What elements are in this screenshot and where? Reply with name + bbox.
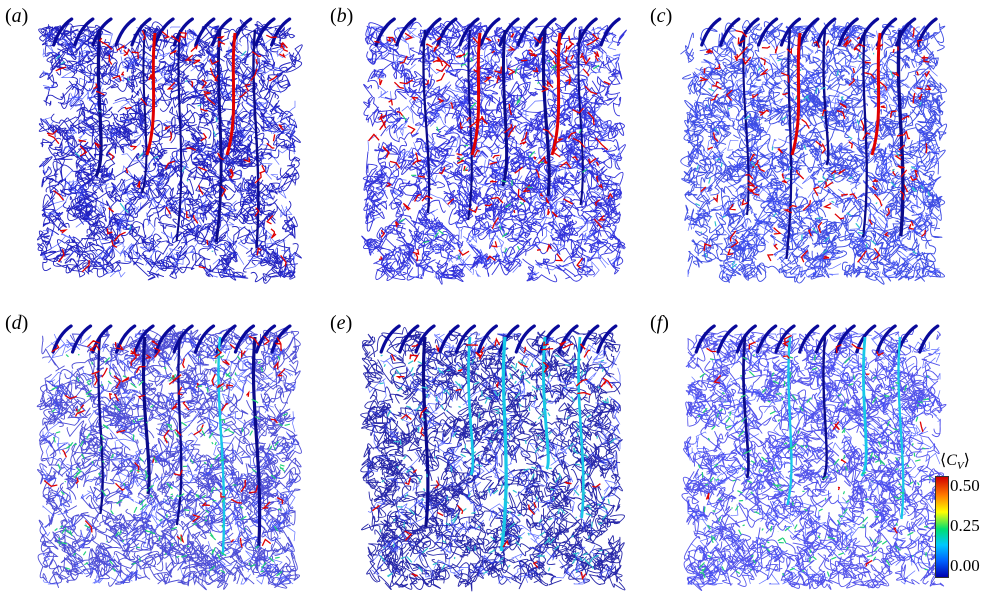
colorbar-title: ⟨CV⟩ — [940, 452, 970, 473]
penetrating-vessel — [252, 29, 260, 249]
penetrating-vessel — [141, 336, 151, 495]
penetrating-vessel — [896, 29, 905, 237]
colorbar-tick-mid: 0.25 — [950, 516, 980, 535]
penetrating-vessel — [786, 336, 793, 506]
penetrating-vessel — [175, 336, 183, 526]
mid-cv-segments — [55, 50, 247, 252]
colorbar — [935, 476, 949, 578]
panel-label: (b) — [330, 5, 354, 27]
panel-label: (a) — [5, 5, 29, 27]
vessel-network-render — [681, 324, 947, 591]
capillary-mesh — [37, 19, 303, 284]
penetrating-vessel — [421, 336, 430, 528]
mid-cv-segments — [695, 52, 930, 269]
panel-label: (c) — [650, 5, 673, 27]
penetrating-vessel — [822, 29, 830, 166]
vessel-network-render — [360, 324, 626, 592]
penetrating-vessel — [742, 336, 750, 479]
capillary-mesh — [680, 19, 948, 285]
vessel-network-render — [37, 17, 303, 284]
panel-label: (e) — [330, 312, 353, 334]
pial-vessels — [374, 17, 621, 47]
colorbar-tick-min: 0.00 — [950, 556, 980, 575]
penetrating-vessel — [541, 336, 550, 471]
penetrating-vessel — [861, 29, 868, 238]
panel-label: (d) — [5, 312, 29, 334]
mid-cv-segments — [379, 354, 616, 578]
penetrating-vessel — [94, 29, 103, 177]
penetrating-vessel — [422, 29, 431, 214]
panel-b: (b) — [330, 5, 630, 285]
penetrating-vessel — [175, 29, 183, 242]
penetrating-vessel — [821, 336, 828, 481]
capillary-mesh — [36, 326, 302, 591]
panel-c: (c) — [650, 5, 950, 285]
pial-vessels — [700, 17, 938, 47]
high-cv-segments — [699, 27, 932, 263]
red-penetrating-vessel — [470, 32, 482, 156]
red-penetrating-vessel — [870, 32, 882, 156]
mid-cv-segments — [697, 354, 931, 579]
panel-f: (f) — [650, 312, 950, 592]
red-penetrating-vessel — [145, 32, 157, 156]
vessel-network-render — [680, 17, 948, 285]
vessel-network-render — [36, 324, 302, 591]
pial-vessels — [694, 324, 940, 354]
penetrating-vessel — [467, 29, 473, 221]
panel-e: (e) — [330, 312, 630, 592]
red-penetrating-vessel — [550, 32, 562, 156]
high-cv-segments — [46, 30, 289, 273]
pial-vessels — [379, 324, 618, 354]
penetrating-vessel — [467, 336, 475, 476]
penetrating-vessel — [577, 336, 585, 519]
red-penetrating-vessel — [790, 32, 802, 156]
penetrating-vessel — [251, 336, 262, 547]
penetrating-vessel — [217, 336, 226, 556]
penetrating-vessel — [742, 29, 750, 216]
penetrating-vessel — [860, 336, 868, 477]
penetrating-vessel — [97, 336, 104, 515]
high-cv-segments — [371, 337, 613, 581]
red-penetrating-vessel — [225, 32, 237, 156]
capillary-mesh-secondary — [687, 26, 941, 278]
penetrating-vessel — [541, 29, 551, 197]
panel-a: (a) — [5, 5, 305, 285]
capillary-mesh — [681, 327, 947, 591]
penetrating-vessel — [785, 29, 793, 260]
pial-vessels — [52, 17, 292, 47]
panel-label: (f) — [650, 312, 669, 334]
penetrating-vessel — [499, 336, 508, 552]
capillary-mesh-secondary — [687, 333, 941, 585]
colorbar-tick-max: 0.50 — [950, 476, 980, 495]
high-cv-segments — [705, 334, 924, 567]
high-cv-segments — [368, 32, 614, 269]
high-cv-segments — [43, 335, 286, 548]
penetrating-vessel — [577, 29, 584, 206]
panel-d: (d) — [5, 312, 305, 592]
mid-cv-segments — [51, 353, 291, 577]
penetrating-vessel — [501, 29, 509, 187]
penetrating-vessel — [214, 29, 223, 243]
penetrating-vessel — [141, 29, 148, 194]
mid-cv-segments — [398, 52, 600, 260]
vessel-network-render — [361, 17, 627, 285]
penetrating-vessel — [897, 336, 905, 520]
